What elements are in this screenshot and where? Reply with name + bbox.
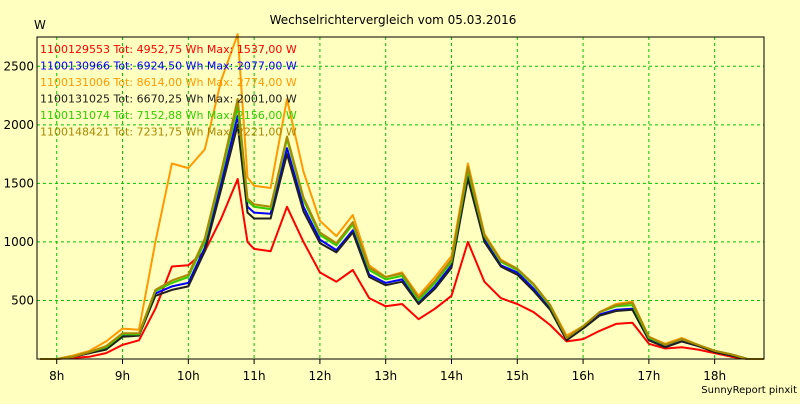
footer-credit: SunnyReport pinxit xyxy=(701,385,797,396)
y-tick-label: 500 xyxy=(11,293,34,307)
chart-title: Wechselrichtervergleich vom 05.03.2016 xyxy=(270,13,517,27)
legend-entry-1100131074: 1100131074 Tot: 7152,88 Wh Max: 2156,00 … xyxy=(40,109,297,122)
legend-entry-1100131025: 1100131025 Tot: 6670,25 Wh Max: 2001,00 … xyxy=(40,93,297,106)
x-tick-label: 9h xyxy=(115,369,130,383)
x-tick-label: 8h xyxy=(49,369,64,383)
x-tick-label: 18h xyxy=(703,369,726,383)
legend-entry-1100131006: 1100131006 Tot: 8614,00 Wh Max: 2774,00 … xyxy=(40,76,297,89)
x-tick-label: 10h xyxy=(177,369,200,383)
x-tick-label: 14h xyxy=(440,369,463,383)
y-tick-label: 2000 xyxy=(3,118,34,132)
plot-frame xyxy=(36,36,765,360)
x-tick-label: 12h xyxy=(308,369,331,383)
legend-entry-1100130966: 1100130966 Tot: 6924,50 Wh Max: 2077,00 … xyxy=(40,60,297,73)
x-tick-label: 17h xyxy=(637,369,660,383)
x-tick-label: 13h xyxy=(374,369,397,383)
legend-entry-1100148421: 1100148421 Tot: 7231,75 Wh Max: 2221,00 … xyxy=(40,126,297,139)
x-tick-label: 15h xyxy=(506,369,529,383)
y-tick-label: 1500 xyxy=(3,176,34,190)
series-line-1100129553 xyxy=(40,178,764,360)
legend-entry-1100129553: 1100129553 Tot: 4952,75 Wh Max: 1537,00 … xyxy=(40,43,297,56)
series-line-1100131025 xyxy=(40,123,764,360)
y-axis-label: W xyxy=(34,18,46,32)
y-tick-label: 1000 xyxy=(3,235,34,249)
series-line-1100148421 xyxy=(40,97,764,360)
x-tick-label: 16h xyxy=(572,369,595,383)
y-tick-label: 2500 xyxy=(3,59,34,73)
x-tick-label: 11h xyxy=(243,369,266,383)
